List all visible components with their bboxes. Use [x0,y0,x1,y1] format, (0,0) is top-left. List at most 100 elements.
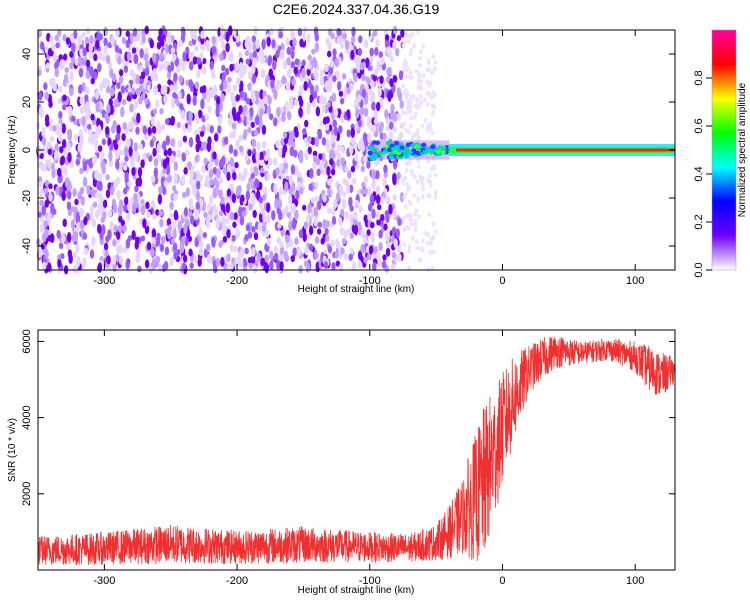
noise-cell [392,193,397,201]
noise-cell [172,219,177,230]
noise-cell [252,264,258,274]
noise-cell [325,234,330,243]
noise-cell [254,168,259,177]
noise-cell [337,35,343,44]
noise-cell [290,164,296,175]
noise-cell [113,143,119,151]
noise-cell [432,164,436,170]
noise-cell [293,149,298,158]
noise-cell [314,181,319,189]
noise-cell [101,159,106,170]
noise-cell [81,116,86,127]
noise-cell [421,194,425,200]
noise-cell [105,126,110,135]
noise-cell [114,45,120,53]
noise-cell [128,146,133,157]
noise-cell [237,184,242,194]
noise-cell [188,40,193,47]
noise-cell [286,69,292,78]
noise-cell [82,47,87,57]
noise-cell [427,178,432,184]
noise-cell [232,221,237,229]
noise-cell [340,247,345,255]
noise-cell [201,124,206,133]
noise-cell [343,86,348,95]
noise-cell [138,143,143,150]
x-tick-label: -200 [226,575,248,587]
noise-cell [103,45,108,55]
noise-cell [79,106,85,115]
noise-cell [163,180,168,187]
noise-cell [141,34,146,44]
noise-cell [232,171,237,181]
noise-cell [103,242,109,251]
noise-cell [116,124,121,135]
noise-cell [37,210,42,218]
noise-cell [172,242,178,252]
noise-cell [301,204,307,211]
noise-cell [311,100,317,108]
noise-cell [343,229,348,240]
noise-cell [57,259,62,268]
noise-cell [409,123,413,129]
noise-cell [297,28,303,37]
noise-cell [414,68,418,74]
signal-cell [382,149,389,154]
noise-cell [255,151,260,162]
noise-cell [279,241,284,248]
noise-cell [97,262,103,273]
noise-cell [130,51,135,62]
noise-cell [134,236,140,244]
noise-cell [245,35,251,43]
noise-cell [227,117,233,126]
noise-cell [405,98,410,104]
colorbar-gradient [712,30,736,270]
noise-cell [188,248,193,257]
noise-cell [68,105,73,117]
noise-cell [366,160,371,169]
noise-cell [347,170,352,180]
noise-cell [297,181,302,188]
noise-cell [52,83,58,92]
noise-cell [238,51,243,59]
noise-cell [413,218,418,224]
noise-cell [66,231,72,243]
noise-cell [367,187,372,196]
noise-cell [97,223,102,234]
noise-cell [152,213,157,220]
noise-cell [138,96,143,105]
noise-cell [132,28,138,37]
noise-cell [314,41,320,53]
noise-cell [135,46,140,53]
noise-cell [183,223,188,235]
noise-cell [344,165,349,173]
noise-cell [165,43,170,54]
signal-cell [429,147,436,153]
noise-cell [235,138,240,150]
noise-cell [309,93,314,104]
noise-cell [392,114,398,122]
noise-cell [118,199,124,210]
noise-cell [91,133,97,141]
noise-cell [374,46,379,56]
noise-cell [425,102,430,108]
noise-cell [334,57,339,68]
noise-cell [155,209,160,216]
noise-cell [264,254,269,263]
noise-cell [177,91,182,100]
noise-cell [151,125,157,134]
noise-cell [64,67,69,74]
noise-cell [360,228,365,239]
noise-cell [421,72,426,78]
noise-cell [270,79,275,89]
noise-cell [214,157,219,167]
noise-cell [129,68,135,77]
noise-cell [170,115,176,124]
noise-cell [182,51,187,62]
noise-cell [189,50,195,59]
noise-cell [385,47,391,54]
noise-cell [361,181,366,189]
signal-cell [421,142,427,148]
noise-cell [312,155,318,163]
noise-cell [75,258,80,269]
